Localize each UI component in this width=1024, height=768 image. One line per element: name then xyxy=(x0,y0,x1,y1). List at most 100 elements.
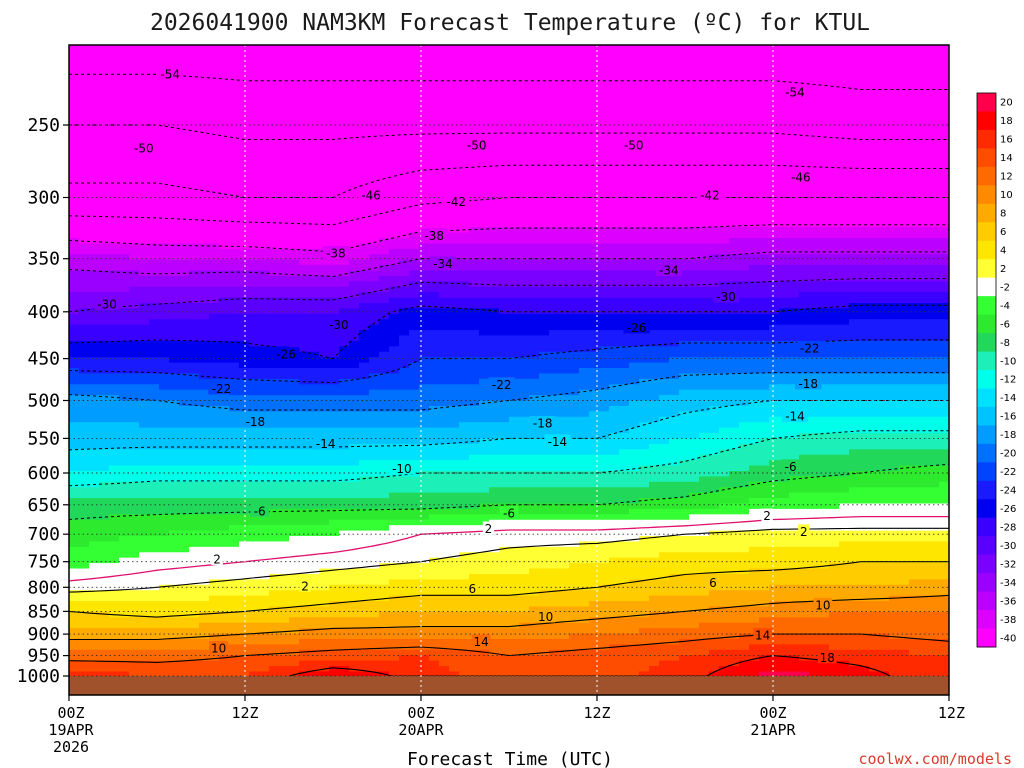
heat-cell xyxy=(319,476,330,483)
heat-cell xyxy=(149,221,160,228)
heat-cell xyxy=(279,552,290,559)
heat-cell xyxy=(189,292,200,299)
heat-cell xyxy=(119,573,130,580)
heat-cell xyxy=(169,335,180,342)
heat-cell xyxy=(99,422,110,429)
heat-cell xyxy=(119,227,130,234)
heat-cell xyxy=(139,384,150,391)
heat-cell xyxy=(309,563,320,570)
heat-cell xyxy=(159,156,170,163)
heat-cell xyxy=(109,91,120,98)
heat-cell xyxy=(349,232,360,239)
heat-cell xyxy=(449,59,460,66)
heat-cell xyxy=(89,5,100,11)
heat-cell xyxy=(419,200,430,207)
heat-cell xyxy=(289,525,300,532)
heat-cell xyxy=(419,487,430,494)
heat-cell xyxy=(99,628,110,635)
heat-cell xyxy=(129,308,140,315)
heat-cell xyxy=(329,237,340,244)
heat-cell xyxy=(379,557,390,564)
heat-cell xyxy=(79,552,90,559)
heat-cell xyxy=(189,557,200,564)
heat-cell xyxy=(149,210,160,217)
heat-cell xyxy=(289,368,300,375)
heat-cell xyxy=(209,59,220,66)
heat-cell xyxy=(119,265,130,272)
heat-cell xyxy=(199,134,210,141)
heat-cell xyxy=(179,373,190,380)
heat-cell xyxy=(219,275,230,282)
heat-cell xyxy=(309,552,320,559)
heat-cell xyxy=(199,281,210,288)
heat-cell xyxy=(249,237,260,244)
heat-cell xyxy=(379,275,390,282)
heat-cell xyxy=(449,86,460,93)
heat-cell xyxy=(139,617,150,624)
heat-cell xyxy=(319,308,330,315)
heat-cell xyxy=(179,655,190,662)
heat-cell xyxy=(199,465,210,472)
heat-cell xyxy=(299,232,310,239)
heat-cell xyxy=(199,172,210,179)
heat-cell xyxy=(319,655,330,662)
heat-cell xyxy=(329,617,340,624)
heat-cell xyxy=(169,590,180,597)
heat-cell xyxy=(409,37,420,43)
heat-cell xyxy=(119,232,130,239)
heat-cell xyxy=(409,237,420,244)
heat-cell xyxy=(299,622,310,629)
heat-cell xyxy=(409,595,420,602)
heat-cell xyxy=(359,254,370,261)
heat-cell xyxy=(199,601,210,608)
heat-cell xyxy=(289,254,300,261)
heat-cell xyxy=(399,107,410,114)
heat-cell xyxy=(419,91,430,98)
heat-cell xyxy=(319,80,330,87)
heat-cell xyxy=(429,378,440,385)
heat-cell xyxy=(209,134,220,141)
heat-cell xyxy=(349,519,360,526)
heat-cell xyxy=(179,384,190,391)
heat-cell xyxy=(419,552,430,559)
heat-cell xyxy=(299,167,310,174)
heat-cell xyxy=(259,237,270,244)
heat-cell xyxy=(99,465,110,472)
heat-cell xyxy=(79,557,90,564)
heat-cell xyxy=(209,525,220,532)
heat-cell xyxy=(409,351,420,358)
heat-cell xyxy=(379,232,390,239)
heat-cell xyxy=(139,80,150,87)
heat-cell xyxy=(69,178,80,185)
heat-cell xyxy=(289,243,300,250)
heat-cell xyxy=(339,487,350,494)
heat-cell xyxy=(209,200,220,207)
heat-cell xyxy=(339,227,350,234)
heat-cell xyxy=(229,265,240,272)
heat-cell xyxy=(399,216,410,223)
heat-cell xyxy=(389,286,400,293)
heat-cell xyxy=(359,541,370,548)
heat-cell xyxy=(79,606,90,613)
heat-cell xyxy=(319,362,330,369)
heat-cell xyxy=(439,145,450,152)
heat-cell xyxy=(209,405,220,412)
heat-cell xyxy=(249,617,260,624)
heat-cell xyxy=(439,525,450,532)
heat-cell xyxy=(69,644,80,651)
heat-cell xyxy=(229,134,240,141)
heat-cell xyxy=(119,167,130,174)
heat-cell xyxy=(249,151,260,158)
heat-cell xyxy=(99,400,110,407)
heat-cell xyxy=(409,113,420,120)
heat-cell xyxy=(159,189,170,196)
heat-cell xyxy=(89,422,100,429)
heat-cell xyxy=(359,97,370,104)
heat-cell xyxy=(419,286,430,293)
heat-cell xyxy=(299,541,310,548)
heat-cell xyxy=(139,64,150,71)
heat-cell xyxy=(309,481,320,488)
heat-cell xyxy=(389,313,400,320)
heat-cell xyxy=(169,465,180,472)
heat-cell xyxy=(279,573,290,580)
